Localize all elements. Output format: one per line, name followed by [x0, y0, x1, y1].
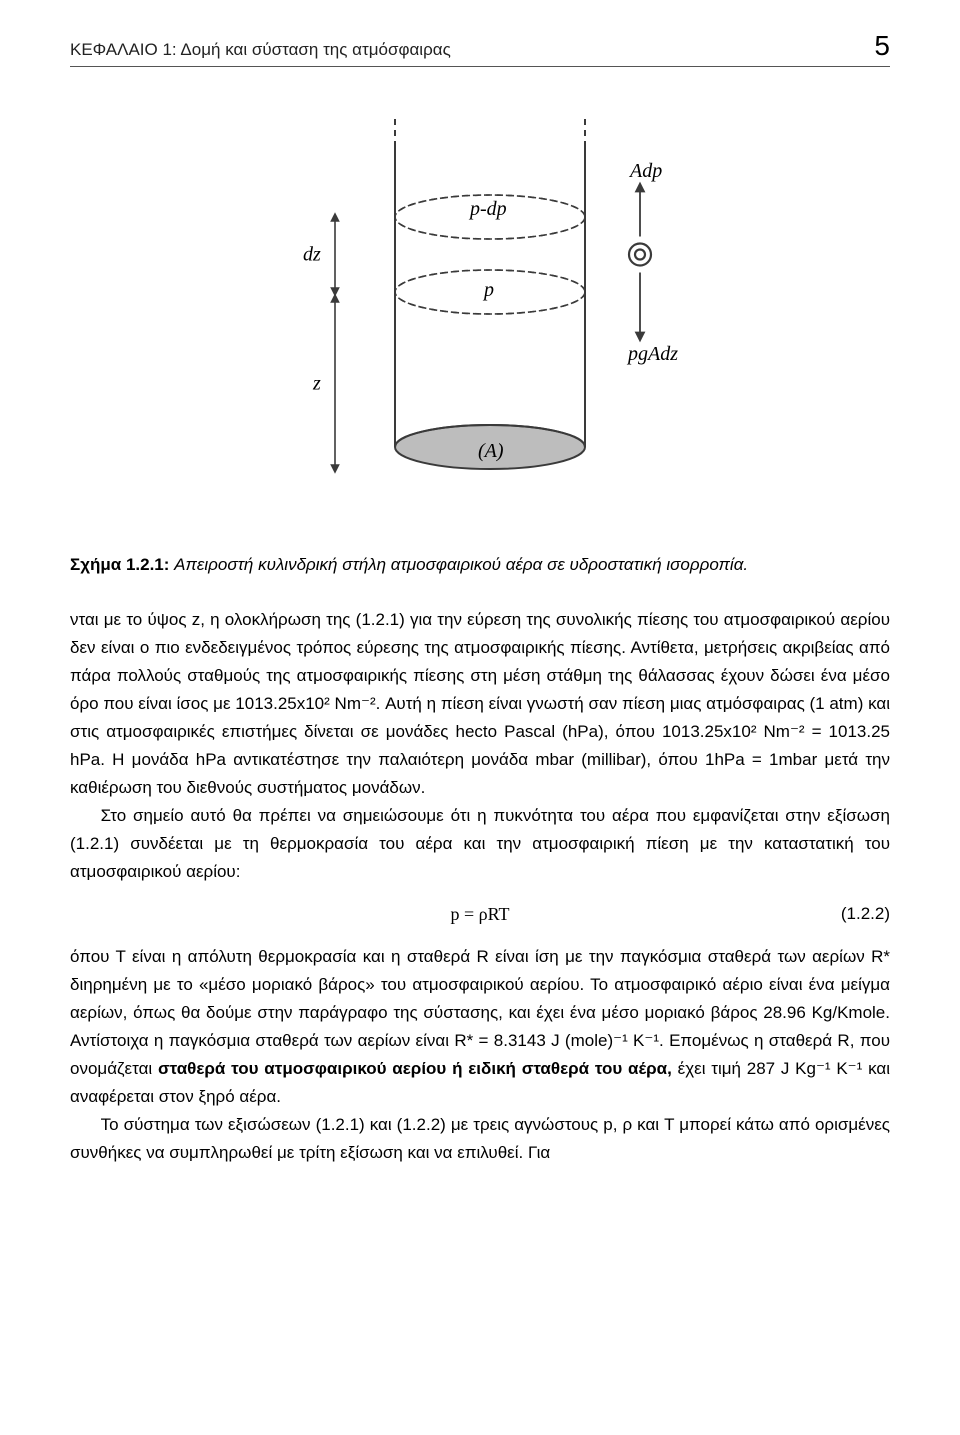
svg-text:dz: dz: [303, 244, 321, 266]
svg-text:p-dp: p-dp: [468, 198, 507, 220]
page-header: ΚΕΦΑΛΑΙΟ 1: Δομή και σύσταση της ατμόσφα…: [70, 30, 890, 67]
svg-text:Adp: Adp: [628, 160, 662, 182]
svg-text:(A): (A): [478, 440, 504, 462]
paragraph-4: Το σύστημα των εξισώσεων (1.2.1) και (1.…: [70, 1111, 890, 1167]
svg-text:p: p: [482, 279, 494, 301]
page-number: 5: [874, 30, 890, 62]
paragraph-1: νται με το ύψος z, η ολοκλήρωση της (1.2…: [70, 606, 890, 802]
figure-1-2-1: (A) dz z p-dp p Adp pgAdz: [70, 97, 890, 522]
equation-number: (1.2.2): [841, 904, 890, 924]
chapter-title: ΚΕΦΑΛΑΙΟ 1: Δομή και σύσταση της ατμόσφα…: [70, 40, 451, 60]
svg-text:z: z: [312, 373, 321, 395]
caption-label: Σχήμα 1.2.1:: [70, 555, 169, 574]
paragraph-3-bold: σταθερά του ατμοσφαιρικού αερίου ή ειδικ…: [158, 1059, 672, 1078]
figure-caption: Σχήμα 1.2.1: Απειροστή κυλινδρική στήλη …: [70, 552, 890, 578]
paragraph-2: Στο σημείο αυτό θα πρέπει να σημειώσουμε…: [70, 802, 890, 886]
equation-formula: p = ρRT: [450, 904, 509, 925]
cylinder-diagram: (A) dz z p-dp p Adp pgAdz: [240, 97, 720, 517]
paragraph-3: όπου Τ είναι η απόλυτη θερμοκρασία και η…: [70, 943, 890, 1111]
svg-text:pgAdz: pgAdz: [626, 343, 678, 365]
caption-text: Απειροστή κυλινδρική στήλη ατμοσφαιρικού…: [174, 555, 748, 574]
equation-1-2-2: p = ρRT (1.2.2): [70, 904, 890, 925]
